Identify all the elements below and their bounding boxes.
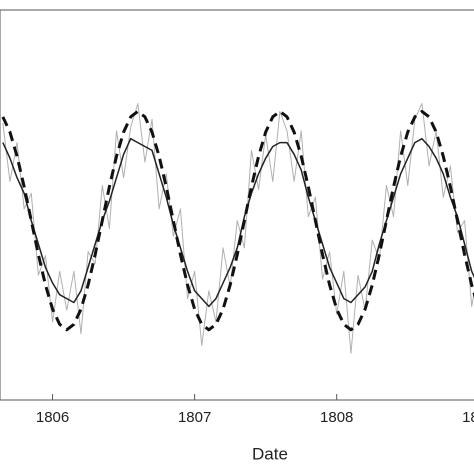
line-series [2, 103, 474, 354]
line-series [1, 109, 474, 332]
x-tick-label: 1807 [178, 409, 211, 426]
x-axis-label: Date [252, 444, 288, 463]
x-tick-label: 1806 [36, 409, 69, 426]
line-series [2, 137, 474, 308]
plot-frame [0, 9, 474, 401]
x-tick-label: 1809 [462, 409, 474, 426]
x-tick-label: 1808 [320, 409, 353, 426]
